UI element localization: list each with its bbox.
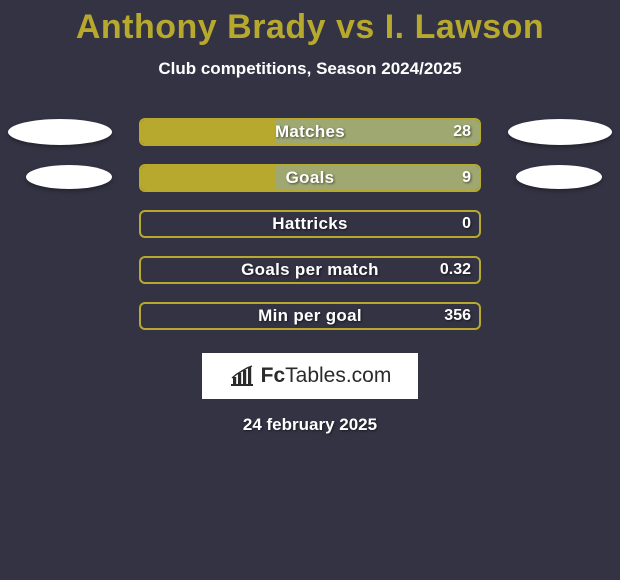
stat-label: Goals per match: [141, 258, 479, 282]
stat-label: Hattricks: [141, 212, 479, 236]
page-title: Anthony Brady vs I. Lawson: [0, 0, 620, 47]
stat-bar: Min per goal356: [139, 302, 481, 330]
stat-value-right: 0: [462, 212, 471, 236]
brand-text-bold: Fc: [261, 364, 286, 387]
stat-value-right: 28: [453, 120, 471, 144]
stat-row: Hattricks0: [0, 201, 620, 247]
date-text: 24 february 2025: [0, 415, 620, 435]
stats-panel: Matches28 Goals9 Hattricks0 Goals per match…: [0, 109, 620, 339]
stat-row: Min per goal356: [0, 293, 620, 339]
stat-bar: Goals per match0.32: [139, 256, 481, 284]
right-player-placeholder: [508, 119, 612, 145]
right-player-placeholder: [516, 165, 602, 189]
stat-label: Matches: [141, 120, 479, 144]
stat-value-right: 9: [462, 166, 471, 190]
stat-bar: Hattricks0: [139, 210, 481, 238]
stat-value-right: 356: [444, 304, 471, 328]
stat-label: Goals: [141, 166, 479, 190]
left-player-placeholder: [26, 165, 112, 189]
brand-badge: FcTables.com: [202, 353, 418, 399]
brand-text: FcTables.com: [261, 364, 392, 388]
stat-bar: Matches28: [139, 118, 481, 146]
stat-label: Min per goal: [141, 304, 479, 328]
page-subtitle: Club competitions, Season 2024/2025: [0, 59, 620, 79]
brand-text-rest: Tables.com: [285, 364, 391, 387]
left-player-placeholder: [8, 119, 112, 145]
bar-chart-icon: [229, 365, 255, 387]
stat-value-right: 0.32: [440, 258, 471, 282]
stat-bar: Goals9: [139, 164, 481, 192]
stat-row: Goals per match0.32: [0, 247, 620, 293]
